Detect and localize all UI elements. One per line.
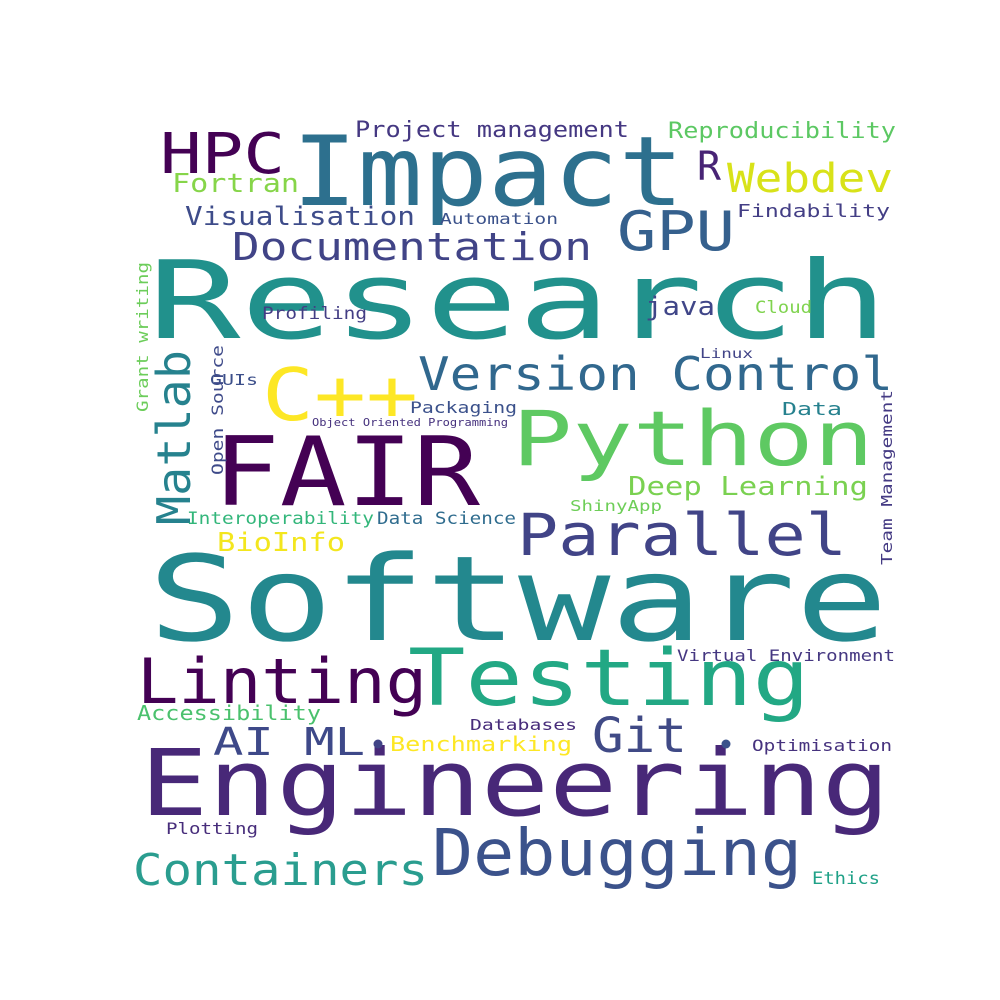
word-reproducibility: Reproducibility [668, 119, 896, 144]
word-object-oriented-programming: Object Oriented Programming [312, 416, 508, 429]
word-cplusplus: C++ [262, 353, 418, 437]
word-ai-ml: AI ML [213, 720, 365, 764]
word-automation: Automation [440, 210, 558, 228]
word-shinyapp: ShinyApp [570, 497, 662, 515]
word-data-science: Data Science [377, 509, 516, 529]
word-matlab: Matlab [147, 350, 201, 525]
word-team-management: Team Management [878, 390, 896, 565]
word-r: R [697, 144, 722, 190]
word-accessibility: Accessibility [137, 701, 321, 725]
word-interoperability: Interoperability [187, 509, 374, 529]
word-cloud: Cloud [755, 298, 812, 318]
word-packaging: Packaging [410, 398, 517, 417]
word-visualisation: Visualisation [185, 202, 415, 232]
word-java: java [645, 292, 715, 322]
word-benchmarking: Benchmarking [390, 732, 572, 756]
word-git: Git [592, 708, 687, 764]
word-webdev: Webdev [727, 156, 893, 202]
words-layer: Software Research Engineering Impact Python F… [133, 116, 896, 896]
word-project-management: Project management [355, 118, 629, 143]
word-debugging: Debugging [432, 817, 802, 891]
word-grant-writing: Grant writing [133, 262, 152, 412]
word-impact: Impact [292, 116, 684, 228]
word-software: Software [148, 530, 888, 668]
dot-2 [721, 739, 731, 749]
word-testing: Testing [408, 634, 810, 724]
word-parallel: Parallel [517, 501, 847, 569]
word-plotting: Plotting [166, 819, 258, 838]
word-gpu: GPU [617, 200, 735, 263]
word-open-source: Open Source [208, 345, 227, 475]
word-optimisation: Optimisation [752, 736, 892, 755]
word-bioinfo: BioInfo [217, 528, 345, 558]
word-hpc: HPC [160, 122, 285, 187]
word-linux: Linux [700, 347, 753, 362]
word-research: Research [148, 239, 888, 364]
word-fair: FAIR [213, 418, 481, 528]
dot-1 [373, 739, 383, 749]
word-deep-learning: Deep Learning [628, 472, 868, 502]
word-ethics: Ethics [812, 869, 880, 889]
word-profiling: Profiling [262, 304, 367, 324]
word-databases: Databases [470, 716, 577, 734]
word-findability: Findability [737, 201, 890, 222]
word-fortran: Fortran [172, 169, 299, 199]
word-python: Python [512, 394, 874, 483]
word-engineering: Engineering [140, 730, 890, 837]
word-documentation: Documentation [232, 225, 592, 269]
word-data: Data [782, 399, 842, 420]
word-version-control: Version Control [418, 347, 893, 401]
word-virtual-environment: Virtual Environment [677, 646, 895, 665]
word-linting: Linting [137, 645, 427, 718]
word-containers: Containers [133, 845, 428, 896]
dots-layer [373, 739, 731, 749]
word-guis: GUIs [210, 371, 258, 389]
